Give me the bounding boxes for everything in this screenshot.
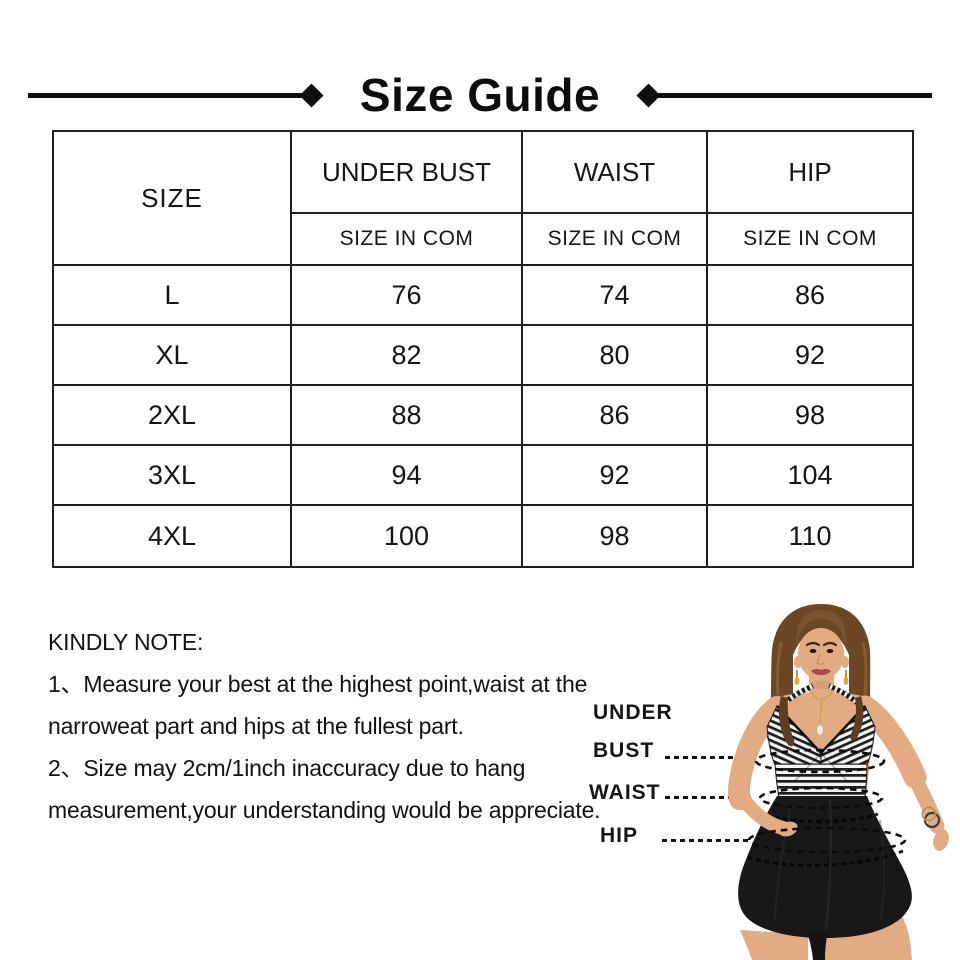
model-left-hand (735, 790, 798, 837)
earring (843, 677, 849, 685)
hip-cell: 86 (706, 264, 914, 326)
size-cell: 3XL (52, 444, 292, 506)
size-header-cell: SIZE (52, 130, 292, 266)
note-line: 1、Measure your best at the highest point… (48, 671, 588, 697)
hip-cell: 110 (706, 504, 914, 568)
waist-cell: 80 (521, 324, 708, 386)
note-line: 2、Size may 2cm/1inch inaccuracy due to h… (48, 755, 526, 781)
hip-dashed-line (662, 839, 750, 842)
waist-cell: 98 (521, 504, 708, 568)
earring (794, 677, 800, 685)
model-hair-front (796, 610, 846, 646)
label-under-bust: BUST (593, 739, 655, 762)
diamond-icon (636, 82, 661, 108)
table-row: 2XL 88 86 98 (52, 384, 914, 446)
necklace (809, 689, 834, 736)
waist-ring (758, 786, 884, 810)
title-rule-right (657, 92, 933, 98)
unit-cell: SIZE IN COM (290, 212, 523, 266)
model-photo (728, 604, 949, 960)
under-bust-cell: 94 (290, 444, 523, 506)
note-line: narroweat part and hips at the fullest p… (48, 713, 464, 739)
table-row: 4XL 100 98 110 (52, 504, 914, 568)
unit-cell: SIZE IN COM (706, 212, 914, 266)
waist-cell: 74 (521, 264, 708, 326)
hip-cell: 98 (706, 384, 914, 446)
under-bust-cell: 82 (290, 324, 523, 386)
label-under-bust: UNDER (593, 701, 673, 724)
table-row: 3XL 94 92 104 (52, 444, 914, 506)
column-header-waist: WAIST (521, 130, 708, 214)
size-cell: 2XL (52, 384, 292, 446)
size-table: SIZE UNDER BUST WAIST HIP SIZE IN COM SI… (52, 130, 914, 568)
under-bust-cell: 100 (290, 504, 523, 568)
under-bust-ring (754, 748, 886, 774)
size-cell: 4XL (52, 504, 292, 568)
note-heading: KINDLY NOTE: (48, 629, 204, 655)
model-hair-strands (778, 696, 864, 747)
bracelet (921, 806, 937, 822)
waist-dashed-line (665, 796, 753, 799)
size-cell: L (52, 264, 292, 326)
hip-cell: 92 (706, 324, 914, 386)
column-header-hip: HIP (706, 130, 914, 214)
unit-cell: SIZE IN COM (521, 212, 708, 266)
under-bust-dashed-line (665, 756, 749, 759)
hip-ring (747, 826, 907, 854)
model-head (794, 628, 849, 685)
size-cell: XL (52, 324, 292, 386)
waist-cell: 86 (521, 384, 708, 446)
label-waist: WAIST (589, 781, 661, 804)
measurement-figure: UNDER BUST WAIST HIP (560, 590, 960, 960)
waist-cell: 92 (521, 444, 708, 506)
measurement-rings (747, 748, 907, 854)
column-header-under-bust: UNDER BUST (290, 130, 523, 214)
label-hip: HIP (600, 824, 639, 847)
note-line: measurement,your understanding would be … (48, 797, 601, 823)
under-bust-cell: 76 (290, 264, 523, 326)
table-row: L 76 74 86 (52, 264, 914, 326)
under-bust-cell: 88 (290, 384, 523, 446)
unit-row: SIZE IN COM SIZE IN COM SIZE IN COM (53, 212, 914, 266)
title-banner: Size Guide (28, 69, 933, 121)
diamond-icon (299, 82, 324, 108)
kindly-note-section: KINDLY NOTE: 1、Measure your best at the … (48, 621, 648, 831)
table-header-row: SIZE UNDER BUST WAIST HIP (52, 130, 914, 266)
table-row: XL 82 80 92 (52, 324, 914, 386)
hip-cell: 104 (706, 444, 914, 506)
page-title: Size Guide (359, 69, 601, 121)
title-rule-left (28, 92, 303, 98)
